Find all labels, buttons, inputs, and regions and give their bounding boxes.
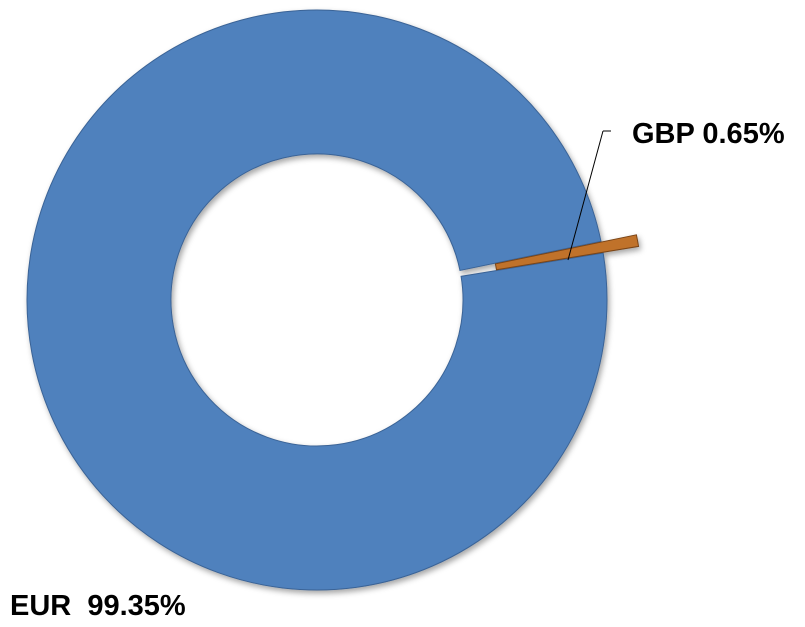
gbp-data-label: GBP 0.65% [632, 118, 785, 150]
doughnut-slices [26, 9, 640, 591]
slice-eur [26, 9, 608, 591]
slice-gbp [494, 234, 640, 271]
gbp-leader-line [567, 130, 604, 261]
eur-data-label: EUR 99.35% [10, 590, 186, 622]
